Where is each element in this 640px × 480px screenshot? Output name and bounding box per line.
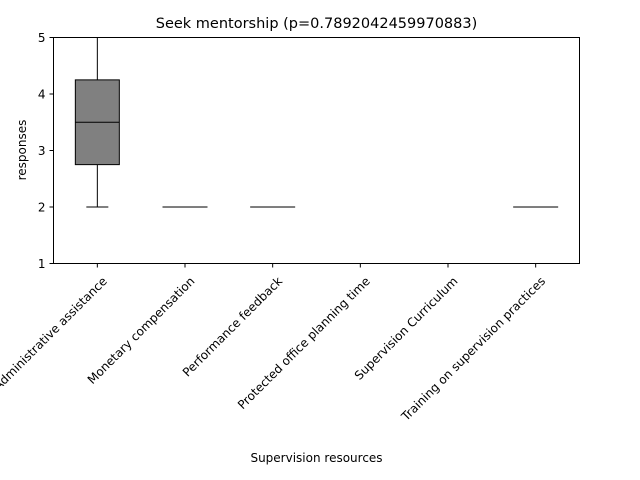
x-axis-label: Supervision resources <box>250 451 382 465</box>
y-tick-label: 2 <box>38 201 46 215</box>
y-tick-label: 3 <box>38 144 46 158</box>
x-tick-label: Performance feedback <box>180 274 285 379</box>
axes-frame <box>53 37 580 264</box>
x-tick-label: Supervision Curriculum <box>352 274 461 383</box>
y-tick-label: 1 <box>38 257 46 271</box>
x-tick-label: Training on supervision practices <box>398 274 548 424</box>
y-tick-label: 4 <box>38 88 46 102</box>
y-tick-label: 5 <box>38 31 46 45</box>
y-axis-label: responses <box>15 120 29 181</box>
chart-title: Seek mentorship (p=0.7892042459970883) <box>156 16 478 32</box>
